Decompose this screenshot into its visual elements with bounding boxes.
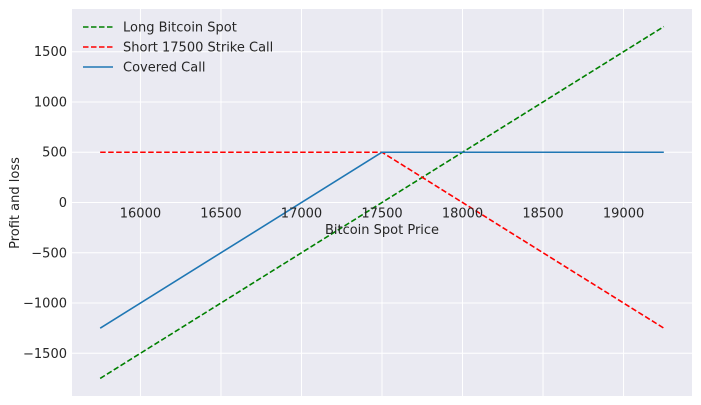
y-tick-label: −1000 xyxy=(23,297,67,312)
y-tick-labels: −1500 −1000 −500 0 500 1000 1500 xyxy=(23,45,67,362)
x-axis-label: Bitcoin Spot Price xyxy=(325,223,439,238)
x-tick-label: 19000 xyxy=(603,207,644,222)
x-tick-label: 16500 xyxy=(200,207,241,222)
y-axis-label: Profit and loss xyxy=(8,157,23,249)
x-tick-label: 18500 xyxy=(522,207,563,222)
y-tick-label: −1500 xyxy=(23,347,67,362)
x-tick-label: 17500 xyxy=(361,207,402,222)
y-tick-label: 0 xyxy=(59,196,67,211)
x-tick-label: 18000 xyxy=(442,207,483,222)
legend-label: Short 17500 Strike Call xyxy=(123,41,273,56)
y-tick-label: −500 xyxy=(31,246,67,261)
series-line-3 xyxy=(99,151,664,329)
x-tick-labels: 16000 16500 17000 17500 18000 18500 19000 xyxy=(120,207,644,222)
legend-label: Long Bitcoin Spot xyxy=(123,21,237,36)
series-layer xyxy=(99,25,665,380)
x-tick-label: 16000 xyxy=(120,207,161,222)
y-tick-label: 1500 xyxy=(34,45,67,60)
legend-label: Covered Call xyxy=(123,61,205,76)
y-tick-label: 500 xyxy=(42,146,67,161)
series-line-1 xyxy=(99,25,665,380)
x-tick-label: 17000 xyxy=(281,207,322,222)
legend: Long Bitcoin Spot Short 17500 Strike Call… xyxy=(83,21,273,76)
y-tick-label: 1000 xyxy=(34,95,67,110)
